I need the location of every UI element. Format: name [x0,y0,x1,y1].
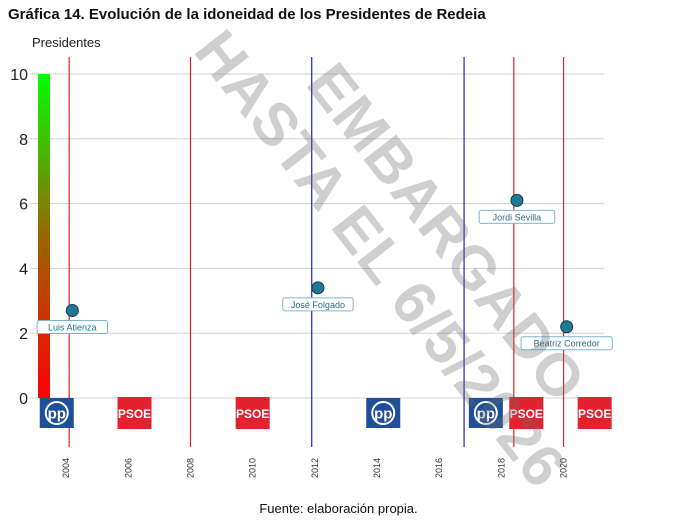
y-tick-label: 6 [19,197,28,214]
colorbar [38,74,50,398]
pp-logo-text: pp [477,406,495,423]
point-label-box [520,336,613,351]
point-label-box [36,320,109,335]
data-points: Luis Atienza José Folgado Jordi Sevilla Bea… [36,193,613,351]
psoe-logo-box [235,397,270,429]
pp-logo: pp [366,398,401,428]
data-point [65,304,79,318]
colorbar-gradient [38,74,50,398]
y-tick-label: 2 [19,326,28,343]
x-tick-label: 2012 [310,458,320,478]
psoe-logo-box [117,397,152,429]
pp-logo-ring [371,401,396,425]
psoe-logo-text: PSOE [118,407,151,421]
x-tick-labels: 2004 2006 2008 2010 2012 2014 2016 2018 2020 [61,458,568,478]
x-tick-label: 2018 [496,458,506,478]
psoe-logo: PSOE [577,397,612,429]
psoe-logo-text: PSOE [510,407,543,421]
data-point [311,281,325,295]
y-tick-label: 8 [19,132,28,149]
x-tick-label: 2006 [123,458,133,478]
y-axis-label: Presidentes [32,35,101,50]
psoe-logo-text: PSOE [578,407,611,421]
psoe-logo: PSOE [117,397,152,429]
point-label: José Folgado [291,300,345,310]
party-logos: pp PSOE PSOE pp pp PSOE PSOE [39,397,612,429]
psoe-logo-box [577,397,612,429]
psoe-logo: PSOE [235,397,270,429]
point-label: Luis Atienza [48,323,97,333]
pp-logo-text: pp [48,406,66,423]
chart-title: Gráfica 14. Evolución de la idoneidad de… [8,6,486,23]
gridlines [30,73,604,399]
y-tick-label: 0 [19,391,28,408]
source-note: Fuente: elaboración propia. [259,501,418,516]
y-tick-labels: 0 2 4 6 8 10 [10,67,28,408]
data-point [560,320,574,334]
pp-logo-ring [44,401,69,425]
x-tick-label: 2014 [372,458,382,478]
x-tick-label: 2016 [434,458,444,478]
term-lines [68,57,565,447]
x-tick-label: 2004 [61,458,71,478]
psoe-logo: PSOE [509,397,544,429]
point-label: Beatriz Corredor [534,339,600,349]
point-label-box [282,297,354,312]
psoe-logo-box [509,397,544,429]
pp-logo: pp [39,398,74,428]
data-point [510,193,524,207]
x-tick-label: 2008 [185,458,195,478]
pp-logo-text: pp [374,406,392,423]
pp-logo: pp [468,398,503,428]
y-tick-label: 4 [19,261,28,278]
pp-logo-ring [473,401,498,425]
point-label-box [478,209,556,224]
y-tick-label: 10 [10,67,28,84]
x-tick-label: 2010 [248,458,258,478]
x-tick-label: 2020 [559,458,569,478]
point-label: Jordi Sevilla [493,212,542,222]
psoe-logo-text: PSOE [236,407,269,421]
